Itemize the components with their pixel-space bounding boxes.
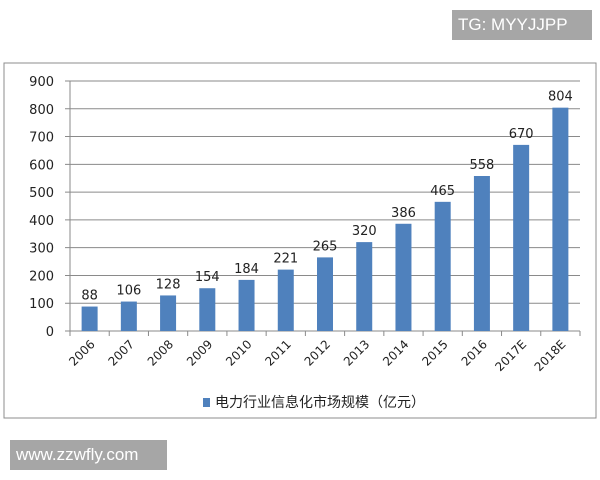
chart-frame (3, 62, 597, 419)
y-tick-label: 300 (29, 242, 54, 257)
y-tick-label: 0 (46, 325, 54, 340)
y-tick-label: 100 (29, 297, 54, 312)
bar (317, 257, 333, 331)
data-label: 320 (352, 224, 377, 239)
y-tick-label: 200 (29, 269, 54, 284)
bar (277, 269, 294, 331)
y-tick-label: 400 (29, 214, 54, 229)
y-tick-label: 600 (29, 158, 54, 173)
bar (160, 295, 177, 331)
data-label: 558 (470, 158, 495, 173)
y-tick-label: 500 (29, 186, 54, 201)
legend-label: 电力行业信息化市场规模（亿元） (215, 394, 425, 411)
data-label: 128 (156, 277, 181, 292)
bar (81, 306, 98, 331)
data-label: 221 (273, 252, 298, 267)
bar (513, 144, 530, 331)
y-tick-label: 700 (29, 131, 54, 146)
bar (552, 107, 569, 332)
bar (473, 176, 490, 331)
data-label: 465 (430, 184, 455, 199)
y-tick-label: 900 (29, 75, 54, 90)
bar (356, 242, 373, 331)
data-label: 184 (234, 262, 259, 277)
data-label: 154 (195, 270, 220, 285)
bar (434, 201, 451, 331)
data-label: 804 (548, 90, 573, 105)
bar (395, 223, 412, 331)
watermark-bottom: www.zzwfly.com (10, 440, 167, 470)
bar (199, 288, 216, 331)
data-label: 106 (116, 284, 141, 299)
data-label: 386 (391, 206, 416, 221)
data-label: 670 (509, 127, 534, 142)
legend-swatch (203, 398, 210, 407)
bar (238, 279, 255, 331)
bar (120, 301, 137, 331)
data-label: 265 (313, 239, 338, 254)
legend: 电力行业信息化市场规模（亿元） (203, 394, 425, 411)
watermark-top: TG: MYYJJPP (452, 10, 592, 40)
data-label: 88 (81, 289, 98, 304)
y-tick-label: 800 (29, 103, 54, 118)
